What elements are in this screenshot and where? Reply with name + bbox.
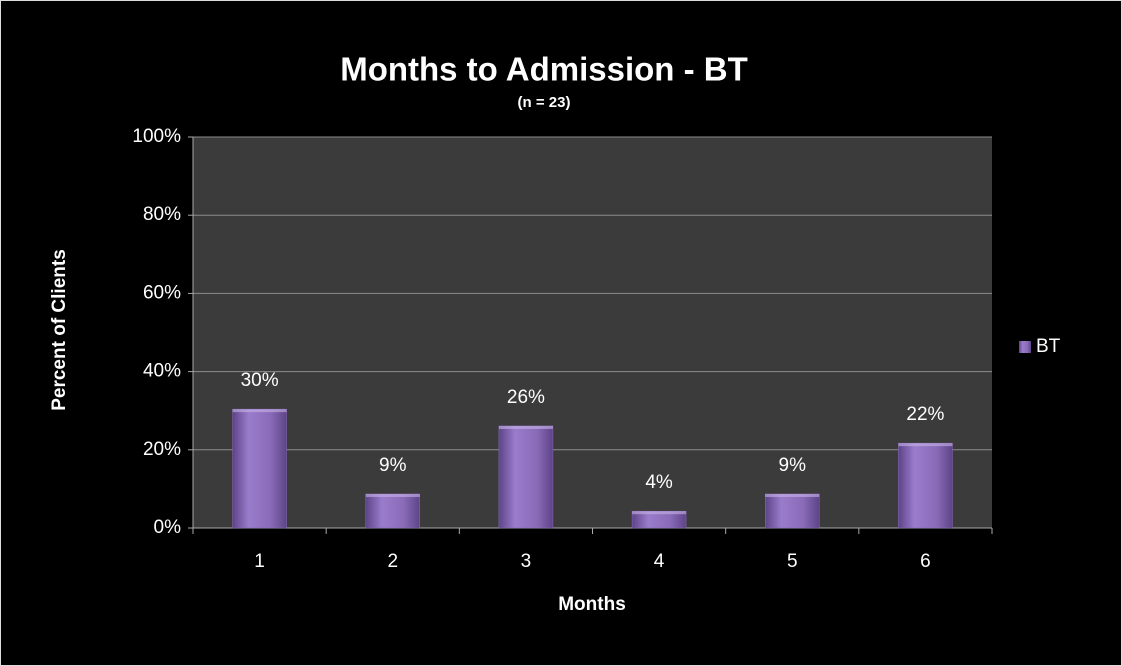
- bar-highlight: [898, 443, 953, 447]
- x-axis-title: Months: [558, 594, 626, 615]
- y-tick-label: 20%: [143, 439, 181, 460]
- bar: [765, 493, 820, 529]
- plot-area: [193, 137, 992, 528]
- x-tick-label: 6: [920, 551, 931, 572]
- x-tick-label: 1: [254, 551, 265, 572]
- y-tick-label: 80%: [143, 204, 181, 225]
- data-label: 26%: [507, 387, 545, 408]
- y-tick-label: 40%: [143, 361, 181, 382]
- data-label: 4%: [645, 472, 673, 493]
- bar-highlight: [232, 409, 287, 413]
- data-label: 22%: [906, 404, 944, 425]
- data-label: 9%: [779, 455, 807, 476]
- y-axis-title: Percent of Clients: [49, 249, 70, 411]
- chart-title: Months to Admission - BT: [340, 51, 748, 88]
- legend-label: BT: [1036, 336, 1061, 357]
- bar-highlight: [365, 493, 420, 497]
- bar: [365, 493, 420, 529]
- data-label: 9%: [379, 455, 407, 476]
- legend-swatch: [1019, 341, 1031, 353]
- y-tick-label: 0%: [154, 517, 182, 538]
- x-tick-label: 4: [654, 551, 665, 572]
- chart-subtitle: (n = 23): [518, 94, 571, 111]
- y-tick-label: 60%: [143, 282, 181, 303]
- bar: [498, 425, 554, 529]
- x-tick-label: 3: [521, 551, 532, 572]
- bar: [898, 442, 953, 529]
- bar-highlight: [632, 511, 687, 515]
- bar-highlight: [498, 425, 553, 429]
- bar-highlight: [765, 493, 820, 497]
- x-tick-label: 5: [787, 551, 798, 572]
- y-tick-label: 100%: [132, 126, 181, 147]
- bar: [232, 408, 287, 529]
- data-label: 30%: [241, 370, 279, 391]
- x-tick-label: 2: [387, 551, 398, 572]
